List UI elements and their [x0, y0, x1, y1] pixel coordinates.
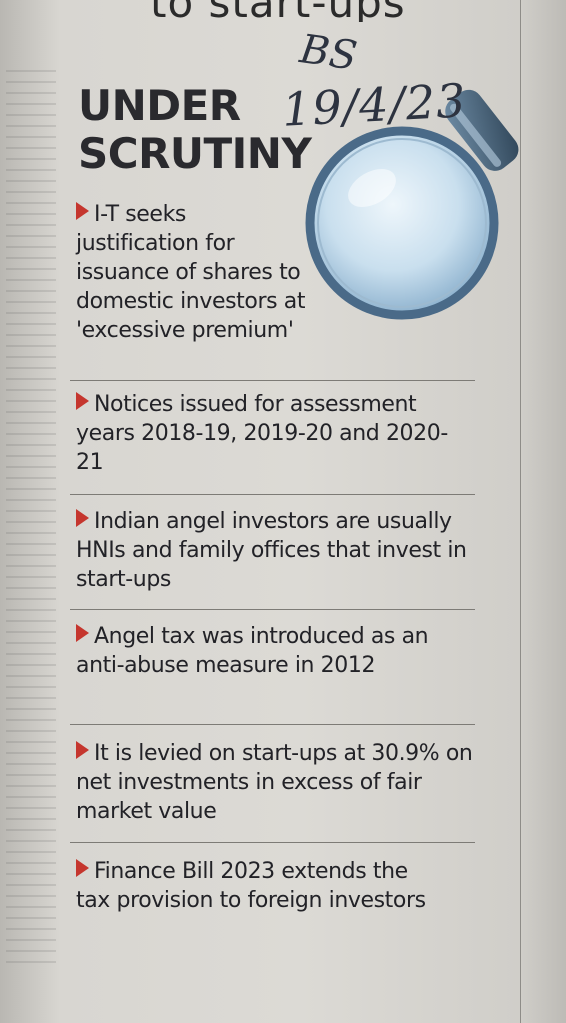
triangle-bullet-icon: [76, 202, 89, 220]
list-item: Finance Bill 2023 extends the tax provis…: [76, 859, 426, 913]
title-line-1: UNDER: [78, 81, 241, 130]
list-item: I-T seeks justification for issuance of …: [70, 194, 475, 381]
list-item: Notices issued for assessment years 2018…: [70, 381, 475, 495]
triangle-bullet-icon: [76, 741, 89, 759]
triangle-bullet-icon: [76, 392, 89, 410]
column-divider: [520, 0, 521, 1023]
magnifying-glass-icon: [305, 89, 519, 320]
page-title: UNDER SCRUTINY: [78, 81, 312, 178]
triangle-bullet-icon: [76, 509, 89, 527]
triangle-bullet-icon: [76, 624, 89, 642]
handwritten-date: 19/4/23: [280, 73, 468, 137]
triangle-bullet-icon: [76, 859, 89, 877]
list-item: Indian angel investors are usually HNIs …: [70, 495, 475, 610]
list-item: It is levied on start-ups at 30.9% on ne…: [70, 725, 475, 843]
bullet-list: I-T seeks justification for issuance of …: [70, 194, 475, 963]
list-item: Angel tax was introduced as an anti-abus…: [70, 610, 475, 725]
adjacent-column-bleed: [6, 70, 56, 970]
title-line-2: SCRUTINY: [78, 129, 312, 178]
top-headline-fragment: to start-ups: [150, 0, 550, 22]
handwritten-source: BS: [297, 26, 360, 80]
